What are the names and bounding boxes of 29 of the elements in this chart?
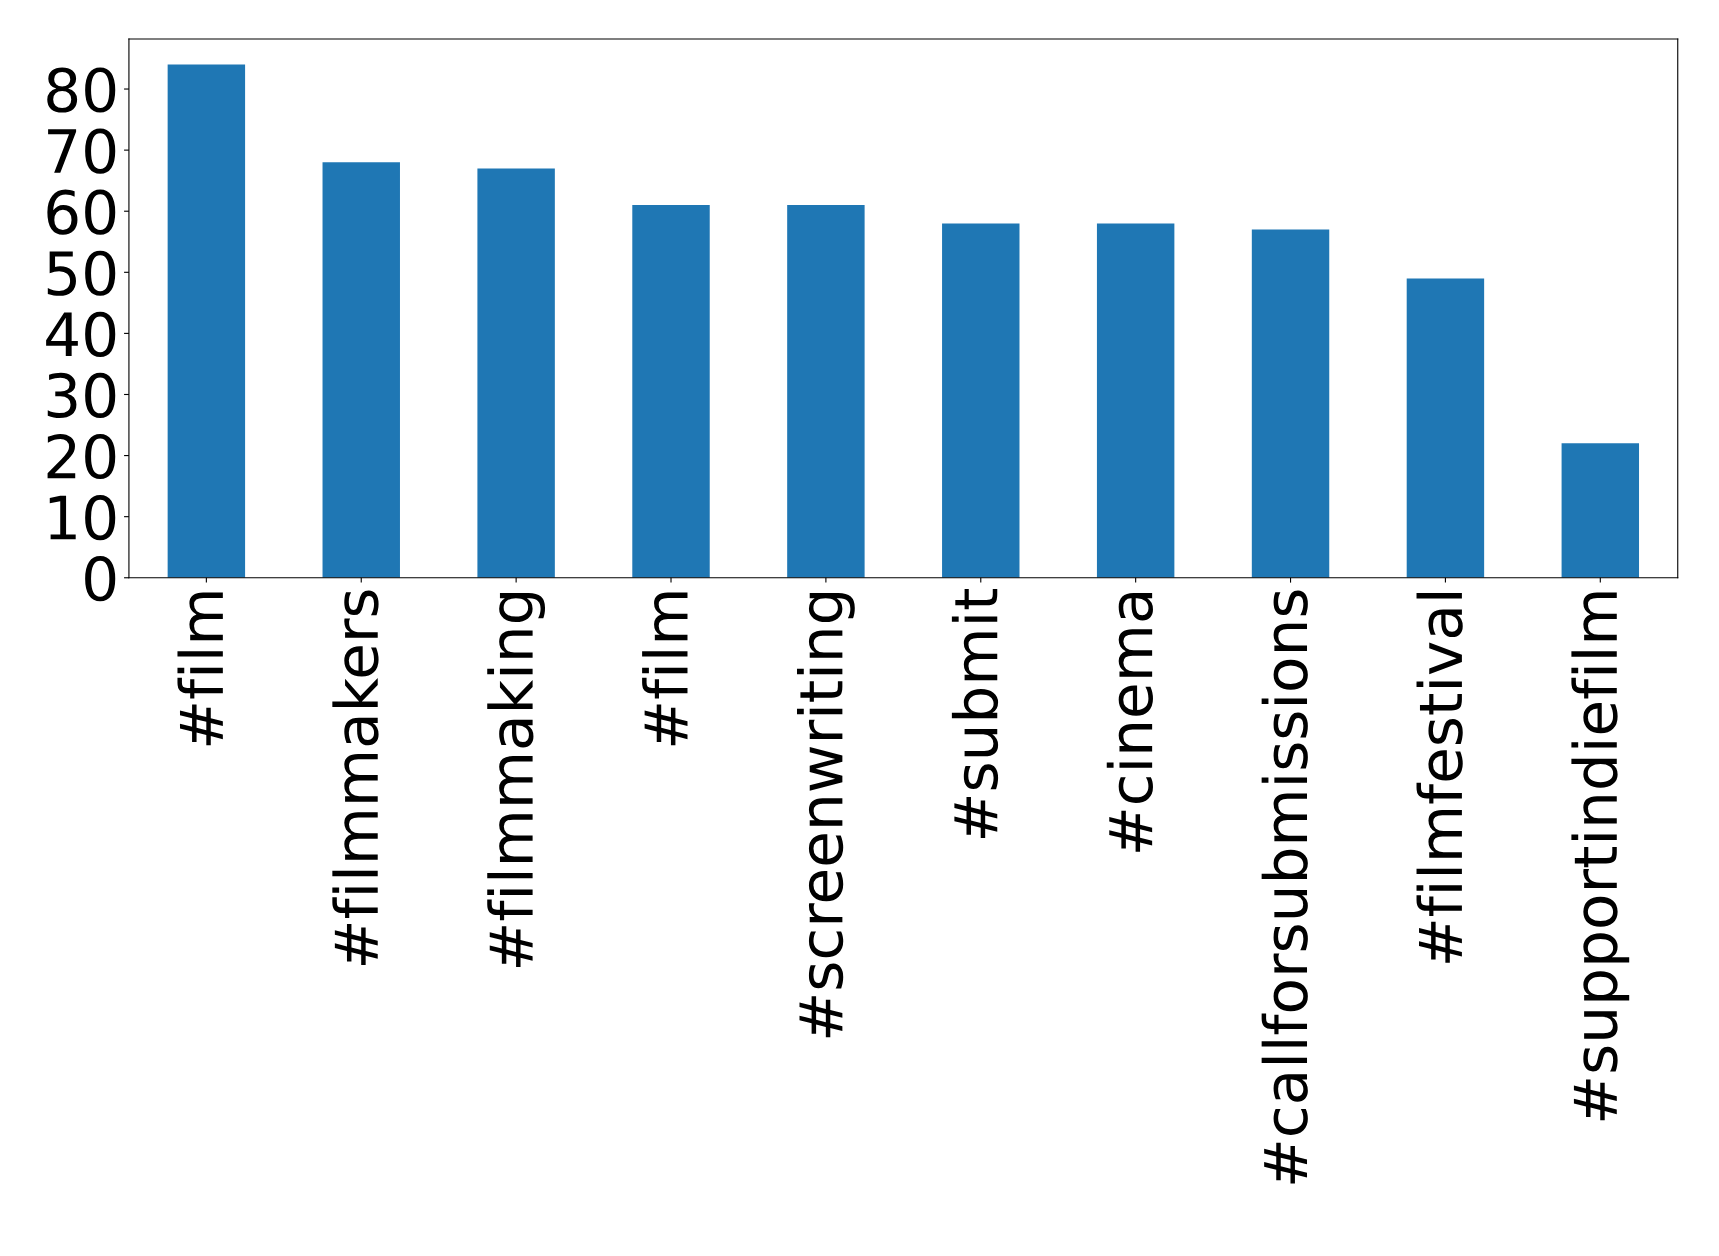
- bar: [1251, 229, 1330, 578]
- y-tick-label: 50: [47, 250, 116, 296]
- x-tick-label: #film: [642, 592, 688, 746]
- y-tick-label: 70: [48, 128, 116, 174]
- y-tick-label: 0: [85, 556, 116, 602]
- x-tick-label: #filmmaking: [487, 592, 546, 968]
- bar: [1561, 443, 1640, 578]
- bar: [632, 205, 710, 578]
- x-tick-label: #film: [177, 592, 223, 746]
- bar: [1096, 223, 1175, 578]
- bar: [167, 64, 246, 578]
- x-tick-label: #screenwriting: [796, 592, 855, 1038]
- x-tick-label: #cinema: [1106, 592, 1153, 852]
- x-tick-label: #filmmakers: [332, 590, 379, 965]
- bar: [787, 205, 865, 578]
- y-tick-label: 30: [47, 372, 116, 419]
- y-tick-label: 10: [49, 495, 116, 541]
- x-tick-label: #supportindiefilm: [1571, 592, 1630, 1121]
- y-tick-label: 80: [47, 67, 116, 113]
- y-tick-label: 20: [47, 433, 116, 480]
- bar: [942, 223, 1020, 578]
- bar: [477, 168, 555, 578]
- bar: [322, 162, 400, 578]
- x-tick-label: #submit: [951, 588, 999, 838]
- bar: [1406, 278, 1485, 578]
- x-tick-label: #callforsubmissions: [1261, 590, 1308, 1184]
- y-tick-label: 60: [47, 189, 116, 235]
- x-tick-label: #filmfestival: [1416, 593, 1463, 963]
- y-tick-label: 40: [46, 311, 116, 357]
